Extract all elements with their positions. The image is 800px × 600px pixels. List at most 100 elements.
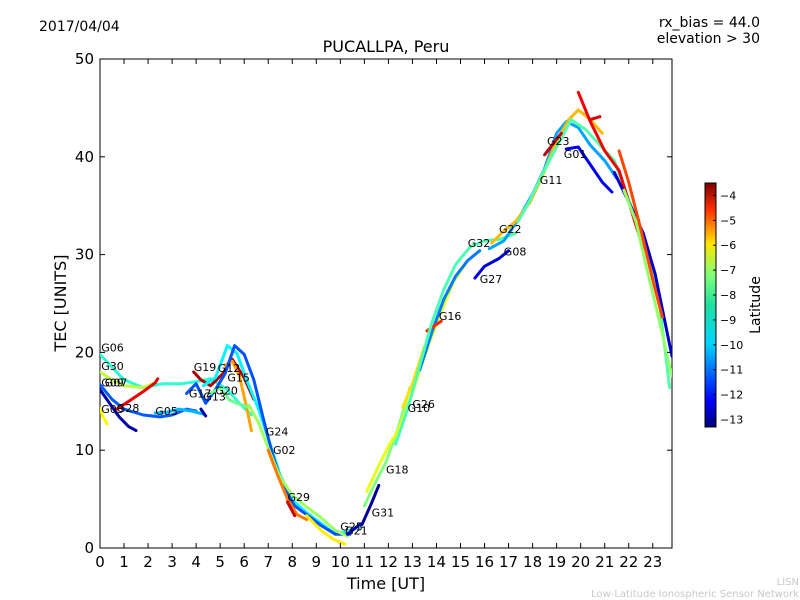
colorbar-tick-label: −10: [720, 339, 743, 352]
series-g25: [305, 514, 347, 546]
label-g28: G28: [117, 402, 140, 415]
colorbar-tick-label: −13: [720, 414, 743, 427]
rx-bias-label: rx_bias = 44.0: [659, 15, 760, 31]
x-tick-label: 5: [215, 553, 225, 571]
label-g18: G18: [386, 464, 409, 477]
x-tick-label: 12: [379, 553, 398, 571]
colorbar-ticks: −4 −5 −6 −7 −8 −9 −10 −11 −12 −13: [713, 189, 743, 427]
colorbar: [704, 182, 717, 428]
x-tick-label: 22: [619, 553, 638, 571]
series-g30: [100, 370, 157, 390]
colorbar-tick-label: −11: [720, 364, 743, 377]
x-tick-label: 11: [355, 553, 374, 571]
chart-title: PUCALLPA, Peru: [323, 37, 450, 56]
label-g29: G29: [288, 491, 311, 504]
label-g08: G08: [504, 246, 527, 259]
y-tick-label: 10: [75, 441, 94, 459]
label-g20: G20: [215, 385, 238, 398]
label-g02: G02: [273, 444, 296, 457]
series-g17: [185, 344, 352, 536]
colorbar-label: Latitude: [748, 276, 764, 334]
x-tick-label: 7: [263, 553, 273, 571]
series-g34: [617, 149, 664, 319]
x-tick-label: 16: [475, 553, 494, 571]
x-tick-label: 20: [571, 553, 590, 571]
label-g05: G05: [155, 405, 178, 418]
series-g09: [100, 388, 138, 433]
series-g01: [564, 145, 614, 194]
label-g30: G30: [101, 360, 124, 373]
colorbar-tick-label: −5: [720, 214, 736, 227]
colorbar-tick-label: −9: [720, 314, 736, 327]
series-g29: [286, 500, 297, 518]
label-g07: G07: [105, 377, 128, 390]
label-g11: G11: [540, 174, 563, 187]
series-layer: [100, 90, 672, 546]
label-g26: G26: [412, 398, 435, 411]
label-g09: G09: [101, 377, 124, 390]
series-g02: [266, 448, 309, 522]
footer-network: Low-Latitude Ionospheric Sensor Network: [591, 589, 799, 600]
x-tick-label: 6: [239, 553, 249, 571]
x-tick-label: 9: [312, 553, 322, 571]
x-tick-label: 0: [95, 553, 105, 571]
label-g17: G17: [189, 387, 212, 400]
y-tick-label: 20: [75, 343, 94, 361]
label-g13: G13: [203, 390, 226, 403]
x-tick-label: 2: [143, 553, 153, 571]
label-g16: G16: [439, 310, 462, 323]
series-g26b: [588, 115, 602, 122]
label-g10: G10: [408, 402, 431, 415]
colorbar-tick-label: −6: [720, 239, 736, 252]
series-g03: [100, 406, 109, 426]
colorbar-tick-label: −8: [720, 289, 736, 302]
y-tick-label: 30: [75, 246, 94, 264]
label-g32: G32: [468, 237, 491, 250]
date-label: 2017/04/04: [39, 19, 120, 35]
elevation-label: elevation > 30: [657, 31, 760, 47]
y-tick-label: 0: [84, 539, 94, 557]
x-tick-label: 17: [499, 553, 518, 571]
label-g21: G21: [345, 524, 368, 537]
x-tick-label: 15: [451, 553, 470, 571]
series-g23: [543, 131, 563, 157]
label-g03: G03: [101, 403, 124, 416]
x-tick-label: 14: [427, 553, 446, 571]
series-g28: [115, 377, 160, 411]
series-g35: [622, 188, 672, 378]
plot-frame: [99, 58, 673, 549]
y-axis-label: TEC [UNITS]: [51, 255, 70, 353]
axes: 0 1 2 3 4 5 6 7 8 9 10 11 12 13 14 15 16 17 18 19 20 21 22 2301…: [75, 50, 672, 571]
x-tick-label: 4: [191, 553, 201, 571]
series-g18: [362, 386, 412, 508]
series-g05: [153, 407, 205, 416]
y-tick-label: 40: [75, 148, 94, 166]
footer-lisn: LISN: [777, 577, 799, 588]
colorbar-tick-label: −7: [720, 264, 736, 277]
series-g20: [209, 386, 251, 409]
x-tick-label: 13: [403, 553, 422, 571]
series-g27: [473, 249, 511, 280]
label-g27: G27: [480, 273, 503, 286]
series-g06: [100, 352, 253, 417]
y-tick-label: 50: [75, 50, 94, 68]
x-tick-label: 19: [547, 553, 566, 571]
x-tick-label: 23: [643, 553, 662, 571]
label-g06: G06: [101, 341, 124, 354]
label-g01: G01: [564, 148, 587, 161]
label-g22: G22: [499, 223, 522, 236]
series-g13: [199, 407, 208, 418]
colorbar-tick-label: −12: [720, 389, 743, 402]
series-g19: [192, 357, 256, 401]
x-axis-label: Time [UT]: [346, 574, 425, 593]
x-tick-label: 21: [595, 553, 614, 571]
label-g25: G25: [340, 520, 363, 533]
x-tick-label: 3: [167, 553, 177, 571]
colorbar-tick-label: −4: [720, 189, 736, 202]
label-g15: G15: [227, 372, 250, 385]
x-tick-label: 1: [119, 553, 129, 571]
x-tick-label: 10: [331, 553, 350, 571]
label-g12: G12: [218, 362, 241, 375]
